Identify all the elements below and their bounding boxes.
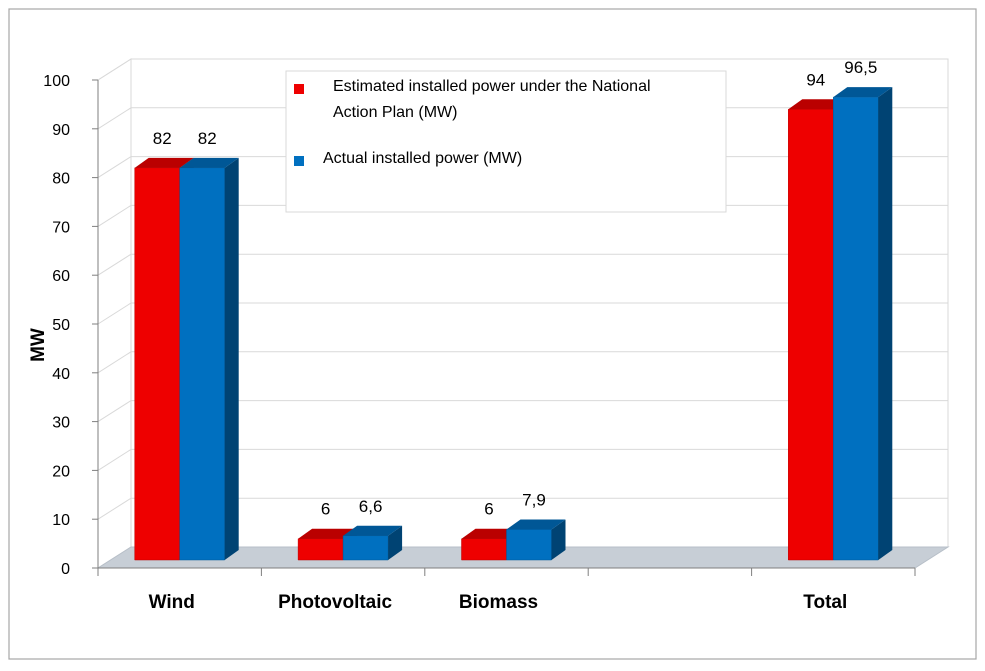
- y-tick-label: 40: [52, 366, 70, 383]
- y-tick-label: 10: [52, 512, 70, 529]
- bar-top: [788, 99, 848, 110]
- x-tick-label: Total: [803, 592, 847, 613]
- y-tick-label: 0: [61, 561, 70, 578]
- bar-side: [388, 525, 403, 560]
- legend-box: [285, 70, 727, 213]
- bar-front: [297, 538, 344, 561]
- y-tick-label: 100: [43, 73, 70, 90]
- bar-front: [134, 167, 180, 561]
- bar-top: [506, 519, 566, 530]
- data-label: 82: [198, 129, 217, 148]
- bar-top: [179, 157, 239, 168]
- data-label: 96,5: [844, 58, 877, 77]
- x-tick-label: Wind: [149, 592, 195, 613]
- bar-front: [342, 535, 389, 561]
- bar-top: [298, 528, 358, 539]
- legend-label: Estimated installed power under the Nati…: [333, 78, 651, 95]
- gridline: [97, 448, 948, 471]
- data-label: 82: [153, 129, 172, 148]
- legend-swatch: [294, 84, 304, 94]
- bar-front: [833, 96, 879, 561]
- bar-front: [179, 167, 225, 561]
- x-tick-label: Biomass: [459, 592, 538, 613]
- y-axis-title: MW: [28, 328, 49, 362]
- bar-top: [343, 525, 403, 536]
- bar-top: [461, 528, 521, 539]
- data-label: 6,6: [359, 497, 383, 516]
- bar-top: [833, 87, 893, 98]
- y-tick-label: 50: [52, 317, 70, 334]
- gridline: [97, 58, 948, 81]
- data-label: 94: [806, 70, 825, 89]
- bar-side: [878, 87, 893, 560]
- y-tick-label: 30: [52, 415, 70, 432]
- x-tick-label: Photovoltaic: [278, 592, 392, 613]
- gridline: [97, 253, 948, 276]
- y-tick-label: 60: [52, 268, 70, 285]
- y-tick-label: 70: [52, 219, 70, 236]
- y-tick-label: 90: [52, 122, 70, 139]
- data-label: 6: [321, 500, 330, 519]
- legend-label: Actual installed power (MW): [323, 150, 522, 167]
- y-tick-label: 20: [52, 463, 70, 480]
- gridline: [97, 400, 948, 423]
- legend-label: Action Plan (MW): [333, 104, 457, 121]
- data-label: 7,9: [522, 490, 546, 509]
- bar-side: [551, 519, 566, 560]
- gridline: [97, 302, 948, 325]
- bar-top: [134, 157, 194, 168]
- gridline: [97, 351, 948, 374]
- data-label: 6: [484, 500, 493, 519]
- bar-front: [506, 529, 552, 561]
- gridline: [97, 497, 948, 520]
- bar-side: [224, 157, 239, 560]
- y-tick-label: 80: [52, 171, 70, 188]
- bar-front: [788, 109, 834, 561]
- bar-front: [461, 538, 507, 561]
- legend-swatch: [294, 156, 304, 166]
